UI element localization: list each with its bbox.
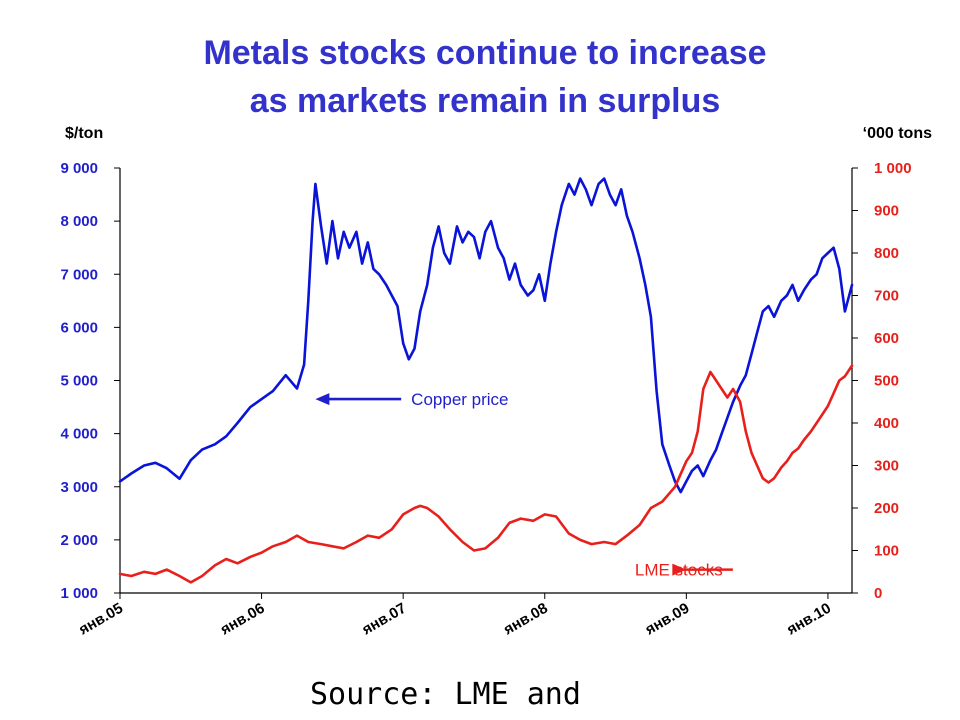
right-tick-label: 500 — [874, 373, 899, 390]
right-tick-label: 200 — [874, 500, 899, 517]
right-tick-label: 1 000 — [874, 160, 912, 177]
x-tick-label: янв.06 — [218, 600, 268, 639]
right-tick-label: 900 — [874, 203, 899, 220]
chart-title-line-1: Metals stocks continue to increase — [203, 34, 766, 72]
left-axis-unit-label: $/ton — [65, 125, 103, 142]
x-tick-label: янв.08 — [501, 600, 551, 639]
annotation-arrow-head — [672, 563, 687, 576]
right-axis-unit-label: ‘000 tons — [863, 125, 932, 142]
right-tick-label: 400 — [874, 415, 899, 432]
lme-stocks-line — [118, 364, 854, 584]
x-tick-label: янв.05 — [76, 600, 126, 639]
left-tick-label: 7 000 — [60, 266, 98, 283]
annotation-label: Copper price — [411, 390, 508, 409]
left-tick-label: 9 000 — [60, 160, 98, 177]
series-layer — [118, 177, 854, 584]
right-tick-label: 700 — [874, 288, 899, 305]
x-tick-label: янв.09 — [642, 600, 692, 639]
left-tick-label: 3 000 — [60, 479, 98, 496]
right-tick-label: 100 — [874, 543, 899, 560]
x-tick-label: янв.07 — [359, 600, 409, 639]
annotation-arrow-head — [315, 393, 330, 406]
left-tick-label: 4 000 — [60, 426, 98, 443]
left-tick-label: 2 000 — [60, 532, 98, 549]
x-tick-label: янв.10 — [784, 600, 834, 639]
left-tick-label: 8 000 — [60, 213, 98, 230]
right-tick-label: 0 — [874, 585, 882, 602]
right-tick-label: 300 — [874, 458, 899, 475]
right-tick-label: 600 — [874, 330, 899, 347]
left-tick-label: 5 000 — [60, 373, 98, 390]
source-note: Source: LME and — [310, 677, 581, 712]
copper-price-line — [118, 177, 854, 494]
left-tick-label: 1 000 — [60, 585, 98, 602]
chart-title-line-2: as markets remain in surplus — [250, 82, 721, 120]
left-tick-label: 6 000 — [60, 319, 98, 336]
right-tick-label: 800 — [874, 245, 899, 262]
